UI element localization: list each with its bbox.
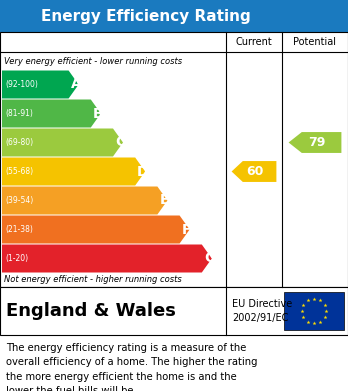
Text: G: G — [204, 251, 215, 265]
Polygon shape — [2, 215, 190, 244]
Text: 60: 60 — [246, 165, 264, 178]
Text: 79: 79 — [308, 136, 325, 149]
Text: A: A — [71, 77, 81, 91]
Text: B: B — [93, 106, 103, 120]
Text: Very energy efficient - lower running costs: Very energy efficient - lower running co… — [4, 57, 182, 66]
Text: D: D — [137, 165, 149, 179]
Text: (92-100): (92-100) — [5, 80, 38, 89]
Polygon shape — [2, 99, 101, 127]
Bar — [0, 0, 348, 32]
Text: (39-54): (39-54) — [5, 196, 33, 205]
Polygon shape — [2, 158, 145, 185]
Polygon shape — [2, 244, 212, 273]
Text: C: C — [115, 136, 125, 149]
Text: Current: Current — [236, 37, 272, 47]
Text: EU Directive
2002/91/EC: EU Directive 2002/91/EC — [232, 300, 292, 323]
Polygon shape — [2, 129, 123, 156]
Polygon shape — [2, 187, 167, 215]
Bar — [0, 287, 348, 335]
Text: Not energy efficient - higher running costs: Not energy efficient - higher running co… — [4, 276, 182, 285]
Text: (55-68): (55-68) — [5, 167, 33, 176]
Text: Potential: Potential — [293, 37, 337, 47]
Polygon shape — [2, 70, 79, 99]
Text: England & Wales: England & Wales — [6, 302, 176, 320]
Text: The energy efficiency rating is a measure of the
overall efficiency of a home. T: The energy efficiency rating is a measur… — [6, 343, 258, 391]
Bar — [284, 292, 344, 330]
Bar — [0, 32, 348, 287]
Text: (69-80): (69-80) — [5, 138, 33, 147]
Text: (81-91): (81-91) — [5, 109, 33, 118]
Text: (21-38): (21-38) — [5, 225, 33, 234]
Text: E: E — [159, 194, 169, 208]
Polygon shape — [232, 161, 276, 182]
Text: Energy Efficiency Rating: Energy Efficiency Rating — [41, 9, 251, 23]
Text: F: F — [182, 222, 191, 237]
Polygon shape — [288, 132, 341, 153]
Text: (1-20): (1-20) — [5, 254, 28, 263]
